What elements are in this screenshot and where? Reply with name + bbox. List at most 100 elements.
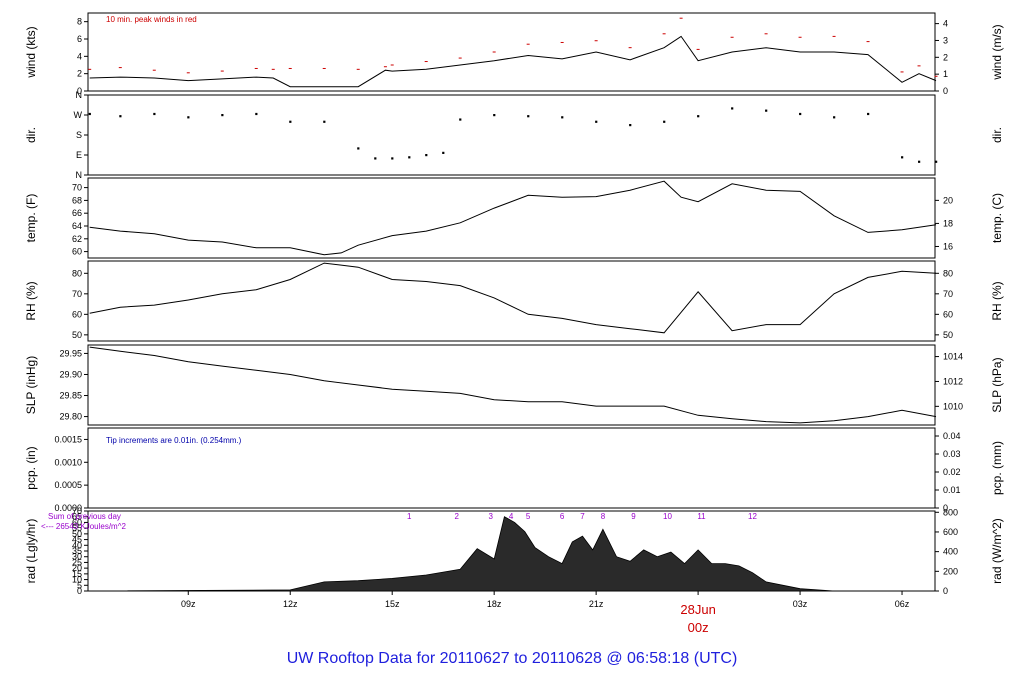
rh-series-line bbox=[89, 262, 937, 334]
wind-ytick-label: 0 bbox=[77, 86, 82, 96]
slp-right-ytick-label: 1012 bbox=[943, 376, 963, 386]
temp-right-ytick-label: 20 bbox=[943, 195, 953, 205]
temp-ytick-label: 62 bbox=[72, 234, 82, 244]
temp-ylabel-right: temp. (C) bbox=[990, 193, 1004, 243]
wind-ytick-label: 8 bbox=[77, 17, 82, 27]
dir-point bbox=[935, 160, 938, 163]
rad-ytick-label: 0 bbox=[77, 586, 82, 596]
slp-ytick-label: 29.95 bbox=[59, 348, 82, 358]
wind-right-ytick-label: 4 bbox=[943, 19, 948, 29]
rad-right-ytick-label: 200 bbox=[943, 566, 958, 576]
rad-ytick-label: 55 bbox=[72, 523, 82, 533]
dir-ytick-label: E bbox=[76, 150, 82, 160]
wind-ylabel-right: wind (m/s) bbox=[990, 24, 1004, 80]
temp-ytick-label: 70 bbox=[72, 183, 82, 193]
pcp-right-ytick-label: 0.03 bbox=[943, 449, 961, 459]
hour-mark: 1 bbox=[407, 512, 412, 521]
wind-ytick-label: 4 bbox=[77, 51, 82, 61]
rad-ytick-label: 10 bbox=[72, 575, 82, 585]
rad-ytick-label: 60 bbox=[72, 517, 82, 527]
slp-ytick-label: 29.80 bbox=[59, 412, 82, 422]
pcp-ytick-label: 0.0000 bbox=[54, 503, 82, 513]
hour-mark: 9 bbox=[631, 512, 636, 521]
wind-series-line bbox=[89, 35, 937, 88]
slp-panel-frame bbox=[87, 344, 936, 426]
rad-ytick-label: 50 bbox=[72, 529, 82, 539]
hour-mark: 4 bbox=[509, 512, 514, 521]
wind-ytick-label: 6 bbox=[77, 34, 82, 44]
slp-ytick-label: 29.85 bbox=[59, 391, 82, 401]
rad-ytick-label: 15 bbox=[72, 569, 82, 579]
rh-right-ytick-label: 60 bbox=[943, 309, 953, 319]
rad-sum-value: <--- 26543 KJoules/m^2 bbox=[41, 522, 126, 531]
rh-ytick-label: 60 bbox=[72, 309, 82, 319]
x-tick-label: 12z bbox=[283, 599, 298, 609]
hour-mark: 11 bbox=[697, 512, 706, 521]
x-tick-label: 03z bbox=[793, 599, 808, 609]
x-tick-label: 21z bbox=[589, 599, 604, 609]
dir-point bbox=[629, 124, 632, 127]
rh-ytick-label: 80 bbox=[72, 268, 82, 278]
dir-point bbox=[221, 114, 224, 117]
dir-point bbox=[289, 120, 292, 123]
dir-point bbox=[493, 114, 496, 117]
date-sublabel: 00z bbox=[688, 620, 709, 635]
x-tick-label: 18z bbox=[487, 599, 502, 609]
hour-mark: 3 bbox=[489, 512, 494, 521]
rad-ylabel: rad (Lgly/hr) bbox=[24, 519, 38, 584]
slp-ylabel-right: SLP (hPa) bbox=[990, 357, 1004, 412]
rad-ytick-label: 5 bbox=[77, 580, 82, 590]
temp-ylabel: temp. (F) bbox=[24, 194, 38, 243]
wind-panel-frame bbox=[87, 12, 936, 92]
dir-point bbox=[425, 154, 428, 157]
dir-point bbox=[918, 160, 921, 163]
rh-right-ytick-label: 50 bbox=[943, 330, 953, 340]
wind-right-ytick-label: 3 bbox=[943, 35, 948, 45]
dir-point bbox=[731, 107, 734, 110]
rad-right-ytick-label: 600 bbox=[943, 527, 958, 537]
temp-right-ytick-label: 18 bbox=[943, 218, 953, 228]
temp-right-ytick-label: 16 bbox=[943, 241, 953, 251]
rad-ytick-label: 35 bbox=[72, 546, 82, 556]
dir-point bbox=[527, 115, 530, 118]
dir-point bbox=[595, 120, 598, 123]
rh-ytick-label: 70 bbox=[72, 289, 82, 299]
temp-ytick-label: 60 bbox=[72, 247, 82, 257]
hour-mark: 10 bbox=[663, 512, 672, 521]
rad-right-ytick-label: 800 bbox=[943, 507, 958, 517]
pcp-ytick-label: 0.0005 bbox=[54, 480, 82, 490]
hour-mark: 2 bbox=[455, 512, 460, 521]
dir-ytick-label: N bbox=[76, 170, 83, 180]
dir-point bbox=[561, 116, 564, 119]
dir-point bbox=[765, 109, 768, 112]
rh-ytick-label: 50 bbox=[72, 330, 82, 340]
pcp-right-ytick-label: 0.01 bbox=[943, 485, 961, 495]
dir-point bbox=[187, 116, 190, 119]
dir-ylabel-right: dir. bbox=[990, 127, 1004, 143]
slp-ytick-label: 29.90 bbox=[59, 369, 82, 379]
dir-point bbox=[323, 120, 326, 123]
dir-point bbox=[408, 156, 411, 159]
rh-panel-frame bbox=[87, 260, 936, 342]
rad-ytick-label: 40 bbox=[72, 540, 82, 550]
dir-point bbox=[357, 147, 360, 150]
x-tick-label: 06z bbox=[895, 599, 910, 609]
rh-right-ytick-label: 80 bbox=[943, 268, 953, 278]
dir-point bbox=[459, 118, 462, 121]
pcp-ylabel: pcp. (in) bbox=[24, 446, 38, 489]
slp-right-ytick-label: 1010 bbox=[943, 401, 963, 411]
pcp-right-ytick-label: 0.04 bbox=[943, 431, 961, 441]
dir-point bbox=[391, 157, 394, 160]
dir-panel-frame bbox=[87, 94, 936, 176]
rh-right-ytick-label: 70 bbox=[943, 289, 953, 299]
rad-ytick-label: 30 bbox=[72, 552, 82, 562]
hour-mark: 5 bbox=[526, 512, 531, 521]
dir-ytick-label: S bbox=[76, 130, 82, 140]
dir-ylabel: dir. bbox=[24, 127, 38, 143]
rh-ylabel-right: RH (%) bbox=[990, 281, 1004, 320]
hour-mark: 7 bbox=[580, 512, 585, 521]
hour-mark: 6 bbox=[560, 512, 565, 521]
rad-series-area bbox=[89, 516, 936, 592]
dir-point bbox=[833, 116, 836, 119]
dir-point bbox=[88, 112, 91, 116]
